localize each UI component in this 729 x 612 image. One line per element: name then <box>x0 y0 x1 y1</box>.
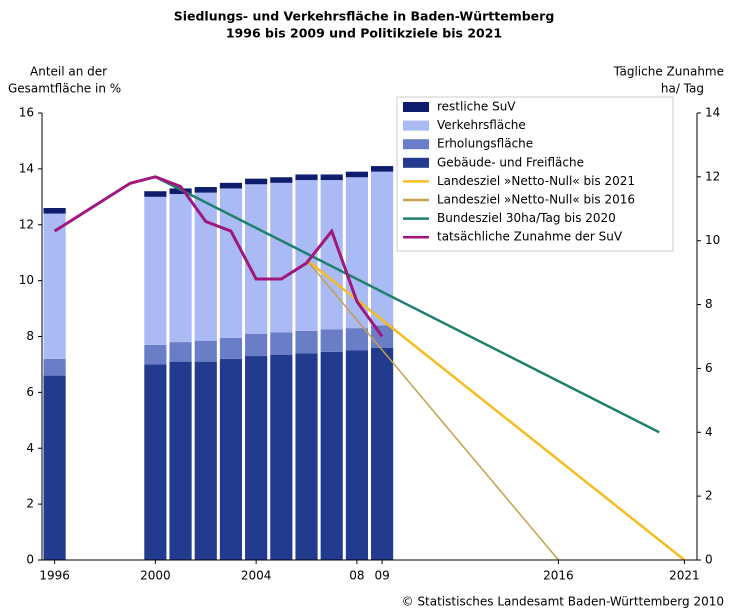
legend-swatch <box>403 102 429 112</box>
legend-label: Landesziel »Netto-Null« bis 2021 <box>437 174 635 188</box>
y2-axis-label: Tägliche Zunahme <box>613 65 724 79</box>
bar-segment <box>345 328 368 351</box>
bar-segment <box>345 350 368 560</box>
y-tick-label: 6 <box>26 385 34 399</box>
y2-tick-label: 14 <box>705 106 720 120</box>
y-tick-label: 2 <box>26 497 34 511</box>
y2-tick-label: 4 <box>705 425 713 439</box>
bar-segment <box>169 342 192 362</box>
y2-tick-label: 0 <box>705 553 713 567</box>
bar-segment <box>194 361 217 560</box>
bar-segment <box>169 361 192 560</box>
bar-segment <box>43 213 66 359</box>
bar-segment <box>43 207 66 214</box>
y-tick-label: 0 <box>26 553 34 567</box>
bar-segment <box>219 337 243 359</box>
y-tick-label: 14 <box>19 161 34 175</box>
bar-segment <box>219 358 243 560</box>
legend-swatch <box>403 120 429 131</box>
bar-segment <box>270 354 293 560</box>
bar-segment <box>245 178 268 185</box>
legend-box <box>396 96 674 252</box>
bar-segment <box>43 375 66 560</box>
y-tick-label: 16 <box>19 106 34 120</box>
bar-segment <box>371 347 394 560</box>
x-tick-label: 2021 <box>669 569 700 583</box>
chart-title: Siedlungs- und Verkehrsfläche in Baden-W… <box>174 9 555 24</box>
legend-swatch <box>403 139 429 150</box>
y2-tick-label: 10 <box>705 233 720 247</box>
x-tick-label: 2016 <box>543 569 574 583</box>
legend-label: Verkehrsfläche <box>437 118 526 132</box>
bar-segment <box>270 182 293 333</box>
line <box>53 175 384 338</box>
line <box>154 175 660 434</box>
legend-swatch <box>403 157 429 168</box>
y2-tick-label: 6 <box>705 361 713 375</box>
legend-label: tatsächliche Zunahme der SuV <box>437 230 623 244</box>
bar-segment <box>245 184 268 334</box>
x-tick-label: 2004 <box>241 569 272 583</box>
y2-axis-label: ha/ Tag <box>661 82 704 96</box>
bar-segment <box>320 174 343 181</box>
x-tick-label: 08 <box>349 569 364 583</box>
y-tick-label: 8 <box>26 329 34 343</box>
y-tick-label: 4 <box>26 441 34 455</box>
bar-segment <box>270 177 293 183</box>
x-tick-label: 1996 <box>39 569 70 583</box>
legend-label: restliche SuV <box>437 100 516 114</box>
bar-segment <box>219 188 243 338</box>
bar-segment <box>169 194 192 343</box>
line <box>305 259 560 561</box>
y-axis-label: Anteil an der <box>30 65 107 79</box>
bar-segment <box>144 196 167 345</box>
bar-segment <box>345 177 368 329</box>
bar-segment <box>194 187 217 193</box>
bar-segment <box>194 340 217 362</box>
legend-label: Landesziel »Netto-Null« bis 2016 <box>437 193 635 207</box>
bar-segment <box>320 351 343 560</box>
source: © Statistisches Landesamt Baden-Württemb… <box>402 595 724 609</box>
bar-segment <box>371 171 394 326</box>
bar-segment <box>320 180 343 330</box>
bar-segment <box>245 356 268 560</box>
legend-label: Bundesziel 30ha/Tag bis 2020 <box>437 211 616 225</box>
x-tick-label: 09 <box>374 569 389 583</box>
bar-segment <box>245 333 268 357</box>
bar-segment <box>345 171 368 178</box>
bar-segment <box>371 166 394 172</box>
bar-segment <box>43 358 66 376</box>
bar-segment <box>144 344 167 365</box>
y2-tick-label: 12 <box>705 169 720 183</box>
bar-segment <box>194 192 217 341</box>
bar-segment <box>295 330 318 354</box>
bar-segment <box>295 180 318 331</box>
bar-segment <box>270 332 293 355</box>
y-axis-label: Gesamtfläche in % <box>8 82 121 96</box>
bar-segment <box>169 188 192 195</box>
y2-tick-label: 2 <box>705 489 713 503</box>
bar-segment <box>144 364 167 560</box>
x-tick-label: 2000 <box>140 569 171 583</box>
y-tick-label: 10 <box>19 273 34 287</box>
bar-segment <box>144 191 167 197</box>
legend-label: Gebäude- und Freifläche <box>437 155 584 169</box>
y2-tick-label: 8 <box>705 297 713 311</box>
bar-segment <box>295 353 318 560</box>
bar-segment <box>320 329 343 352</box>
y-tick-label: 12 <box>19 217 34 231</box>
chart-title: 1996 bis 2009 und Politikziele bis 2021 <box>226 26 502 41</box>
bar-segment <box>219 182 243 189</box>
legend-label: Erholungsfläche <box>437 137 533 151</box>
bar-segment <box>295 174 318 181</box>
line <box>305 258 686 561</box>
